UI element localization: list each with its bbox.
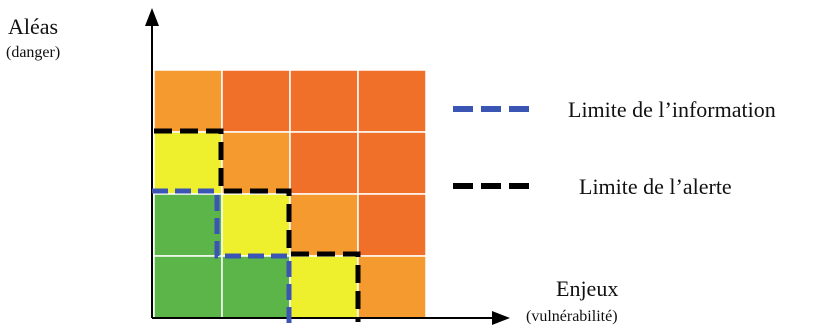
matrix-cell-r4-c2 [221, 255, 291, 319]
matrix-cell-r3-c2 [221, 193, 291, 257]
matrix-cell-r4-c1 [153, 255, 223, 319]
matrix-cell-r3-c3 [289, 193, 359, 257]
x-axis-subtitle: (vulnérabilité) [526, 308, 618, 325]
matrix-cell-r1-c3 [289, 69, 359, 133]
matrix-cell-r4-c3 [289, 255, 359, 319]
matrix-cell-r2-c2 [221, 131, 291, 195]
matrix-cell-r2-c3 [289, 131, 359, 195]
matrix-cell-r3-c1 [153, 193, 223, 257]
y-axis-subtitle: (danger) [6, 44, 61, 61]
matrix-cell-r3-c4 [357, 193, 427, 257]
matrix-cells [153, 69, 427, 319]
matrix-cell-r4-c4 [357, 255, 427, 319]
matrix-cell-r1-c4 [357, 69, 427, 133]
y-axis-title: Aléas [8, 14, 59, 39]
legend-label-information: Limite de l’information [568, 97, 776, 122]
legend-label-alerte: Limite de l’alerte [579, 174, 732, 199]
x-axis-title: Enjeux [556, 276, 619, 301]
matrix-cell-r2-c4 [357, 131, 427, 195]
x-axis-arrow-icon [492, 311, 510, 325]
alert-limit-line [154, 128, 361, 322]
y-axis-arrow-icon [145, 8, 159, 26]
axes [145, 8, 510, 325]
matrix-cell-r1-c1 [153, 69, 223, 133]
matrix-cell-r1-c2 [221, 69, 291, 133]
information-limit-line [152, 188, 292, 324]
matrix-cell-r2-c1 [153, 131, 223, 195]
